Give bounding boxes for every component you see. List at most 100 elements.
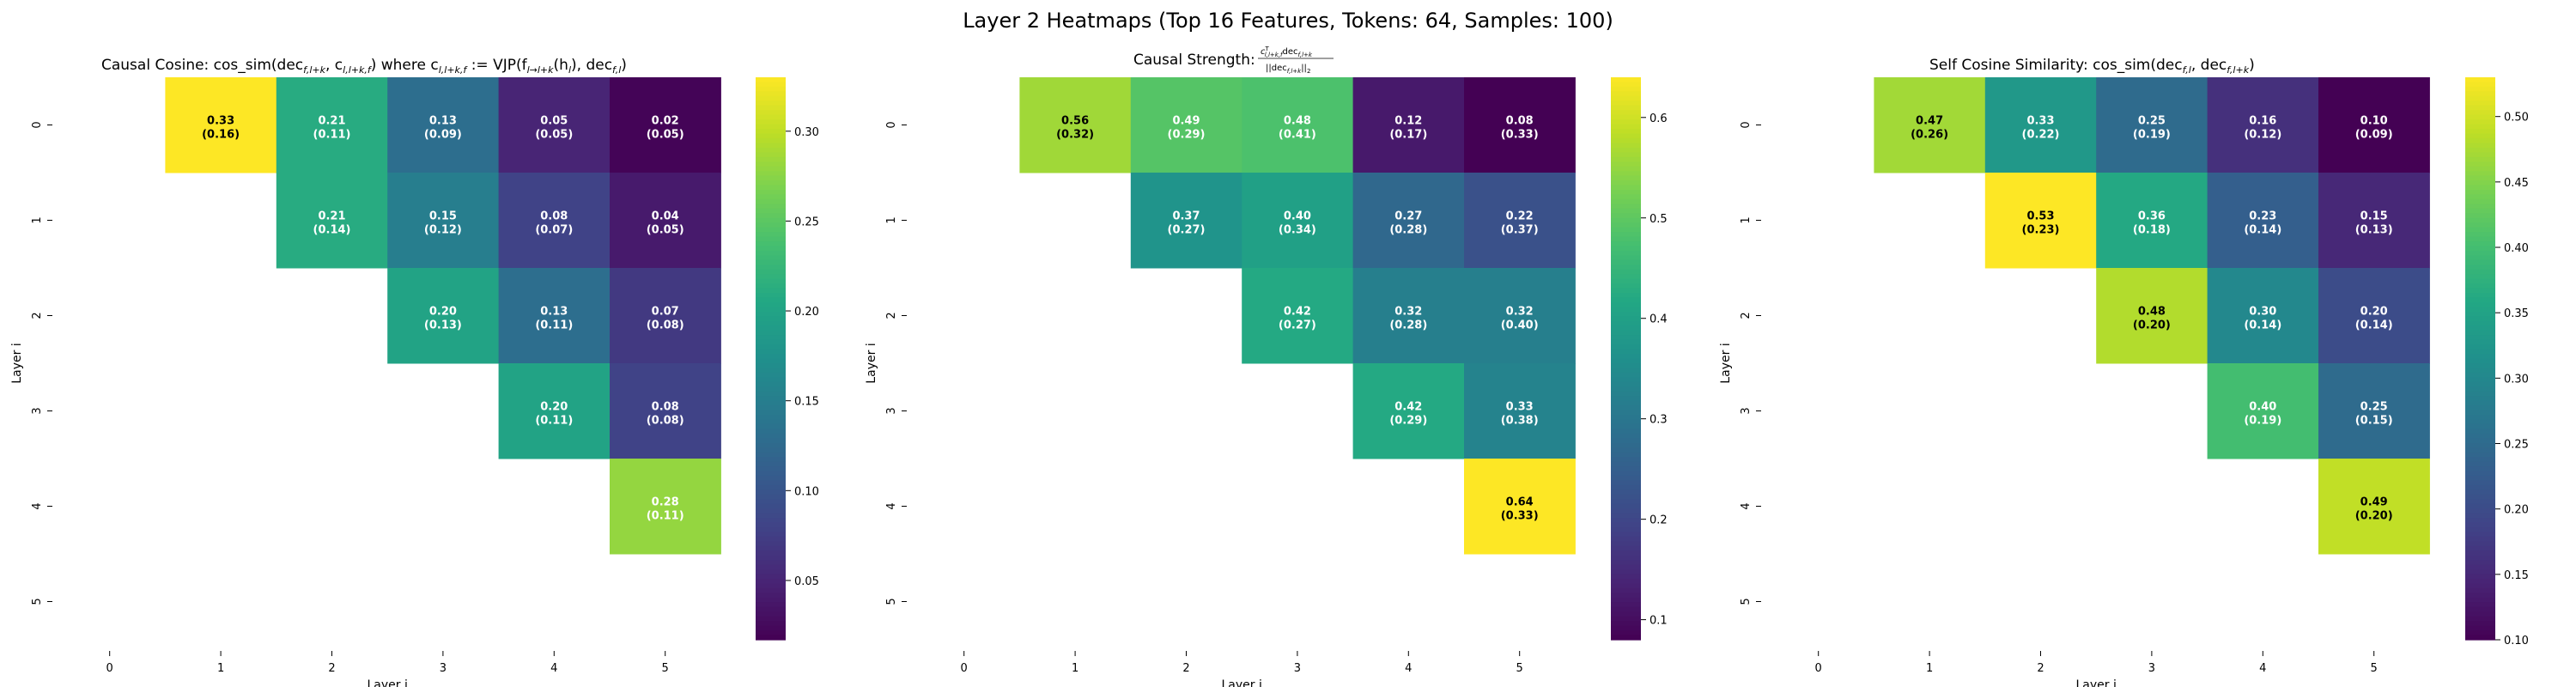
colorbar-tick-label: 0.45 xyxy=(2504,177,2529,190)
colorbar-segment xyxy=(756,415,786,421)
colorbar-segment xyxy=(756,381,786,387)
cell-value-label: 0.07 xyxy=(652,306,679,319)
cell-value-label: 0.42 xyxy=(1284,306,1311,319)
heatmap-cell xyxy=(1464,459,1576,555)
colorbar-segment xyxy=(756,438,786,444)
colorbar-segment xyxy=(1611,152,1641,158)
colorbar-tick-label: 0.5 xyxy=(1649,213,1668,226)
colorbar-segment xyxy=(1611,475,1641,482)
y-tick-label: 5 xyxy=(885,598,898,605)
colorbar-tick-label: 0.20 xyxy=(2504,504,2529,517)
colorbar-segment xyxy=(2465,560,2495,566)
colorbar-segment xyxy=(2465,494,2495,500)
cell-value-label: 0.10 xyxy=(2360,115,2388,128)
colorbar-tick-label: 0.1 xyxy=(1649,615,1668,628)
colorbar-segment xyxy=(1611,307,1641,313)
heatmap-cell xyxy=(165,77,277,173)
colorbar-segment xyxy=(756,119,786,125)
heatmap-cell xyxy=(2318,268,2430,364)
cell-value-label: 0.32 xyxy=(1394,306,1422,319)
colorbar-segment xyxy=(1611,129,1641,135)
colorbar-segment xyxy=(756,564,786,570)
colorbar-segment xyxy=(756,241,786,247)
cell-value-label: 0.64 xyxy=(1506,496,1534,509)
colorbar-segment xyxy=(756,354,786,360)
colorbar-segment xyxy=(1611,185,1641,191)
colorbar-segment xyxy=(1611,579,1641,585)
colorbar-segment xyxy=(2465,484,2495,490)
colorbar-segment xyxy=(2465,423,2495,429)
heatmap-cells: 0.33(0.16)0.21(0.11)0.13(0.09)0.05(0.05)… xyxy=(165,77,721,555)
colorbar-segment xyxy=(756,213,786,219)
cell-value-label: 0.36 xyxy=(2138,210,2166,223)
colorbar-segment xyxy=(2465,471,2495,477)
colorbar-segment xyxy=(756,447,786,453)
svg-text:||decf,l+k||2: ||decf,l+k||2 xyxy=(1266,64,1310,75)
colorbar-segment xyxy=(756,297,786,303)
colorbar-segment xyxy=(2465,124,2495,130)
colorbar-segment xyxy=(2465,307,2495,313)
colorbar-segment xyxy=(2465,527,2495,533)
colorbar-segment xyxy=(756,269,786,275)
cell-std-label: (0.07) xyxy=(535,224,573,237)
colorbar-segment xyxy=(2465,405,2495,411)
colorbar-segment xyxy=(1611,110,1641,116)
colorbar-segment xyxy=(756,461,786,467)
cell-std-label: (0.41) xyxy=(1279,129,1316,142)
colorbar-segment xyxy=(756,198,786,204)
colorbar-segment xyxy=(756,433,786,439)
cell-std-label: (0.11) xyxy=(647,510,684,523)
colorbar-segment xyxy=(756,278,786,284)
colorbar-segment xyxy=(2465,518,2495,524)
colorbar-segment xyxy=(756,452,786,458)
heatmap-2-title: Causal Strength: cT l,l+k,fdecf,l+k ||dec… xyxy=(1133,46,1334,75)
colorbar-segment xyxy=(756,259,786,265)
y-axis-label: Layer i xyxy=(865,343,878,383)
colorbar-tick-label: 0.15 xyxy=(2504,569,2529,582)
colorbar-segment xyxy=(756,480,786,486)
cell-value-label: 0.21 xyxy=(318,115,345,128)
colorbar-segment xyxy=(756,484,786,490)
colorbar-segment xyxy=(756,569,786,575)
cell-std-label: (0.27) xyxy=(1279,319,1316,332)
cell-std-label: (0.20) xyxy=(2355,510,2393,523)
colorbar-segment xyxy=(756,166,786,172)
cell-value-label: 0.32 xyxy=(1506,306,1534,319)
colorbar-segment xyxy=(756,368,786,374)
colorbar-segment xyxy=(756,545,786,551)
heatmap-cell xyxy=(2318,363,2430,459)
colorbar-segment xyxy=(756,611,786,617)
colorbar-segment xyxy=(2465,396,2495,402)
colorbar-segment xyxy=(2465,283,2495,289)
colorbar-segment xyxy=(2465,269,2495,275)
heatmap-3-title: Self Cosine Similarity: cos_sim(decf,l, … xyxy=(1929,57,2255,76)
colorbar-segment xyxy=(1611,288,1641,294)
cell-std-label: (0.33) xyxy=(1501,129,1539,142)
heatmap-cell xyxy=(2207,77,2319,173)
cell-value-label: 0.49 xyxy=(1172,115,1200,128)
y-axis-ticks: 0 1 2 3 4 5 xyxy=(31,121,52,605)
colorbar-segment xyxy=(756,635,786,641)
colorbar-tick-label: 0.6 xyxy=(1649,112,1668,125)
colorbar-segment xyxy=(1611,77,1641,83)
colorbar-segment xyxy=(756,625,786,631)
cell-std-label: (0.40) xyxy=(1501,319,1539,332)
cell-value-label: 0.56 xyxy=(1061,115,1089,128)
colorbar-segment xyxy=(2465,438,2495,444)
cell-value-label: 0.13 xyxy=(540,306,568,319)
colorbar-tick-label: 0.20 xyxy=(794,306,819,319)
colorbar-segment xyxy=(756,344,786,350)
colorbar-segment xyxy=(2465,480,2495,486)
colorbar-segment xyxy=(756,532,786,538)
colorbar-segment xyxy=(756,339,786,345)
colorbar-segment xyxy=(1611,274,1641,280)
colorbar-segment xyxy=(1611,133,1641,139)
colorbar-segment xyxy=(756,217,786,223)
colorbar-segment xyxy=(2465,630,2495,636)
y-tick-label: 1 xyxy=(31,216,44,223)
colorbar-segment xyxy=(2465,278,2495,284)
colorbar-segment xyxy=(1611,95,1641,101)
colorbar-segment xyxy=(2465,461,2495,467)
colorbar-segment xyxy=(1611,410,1641,416)
colorbar-segment xyxy=(756,471,786,477)
